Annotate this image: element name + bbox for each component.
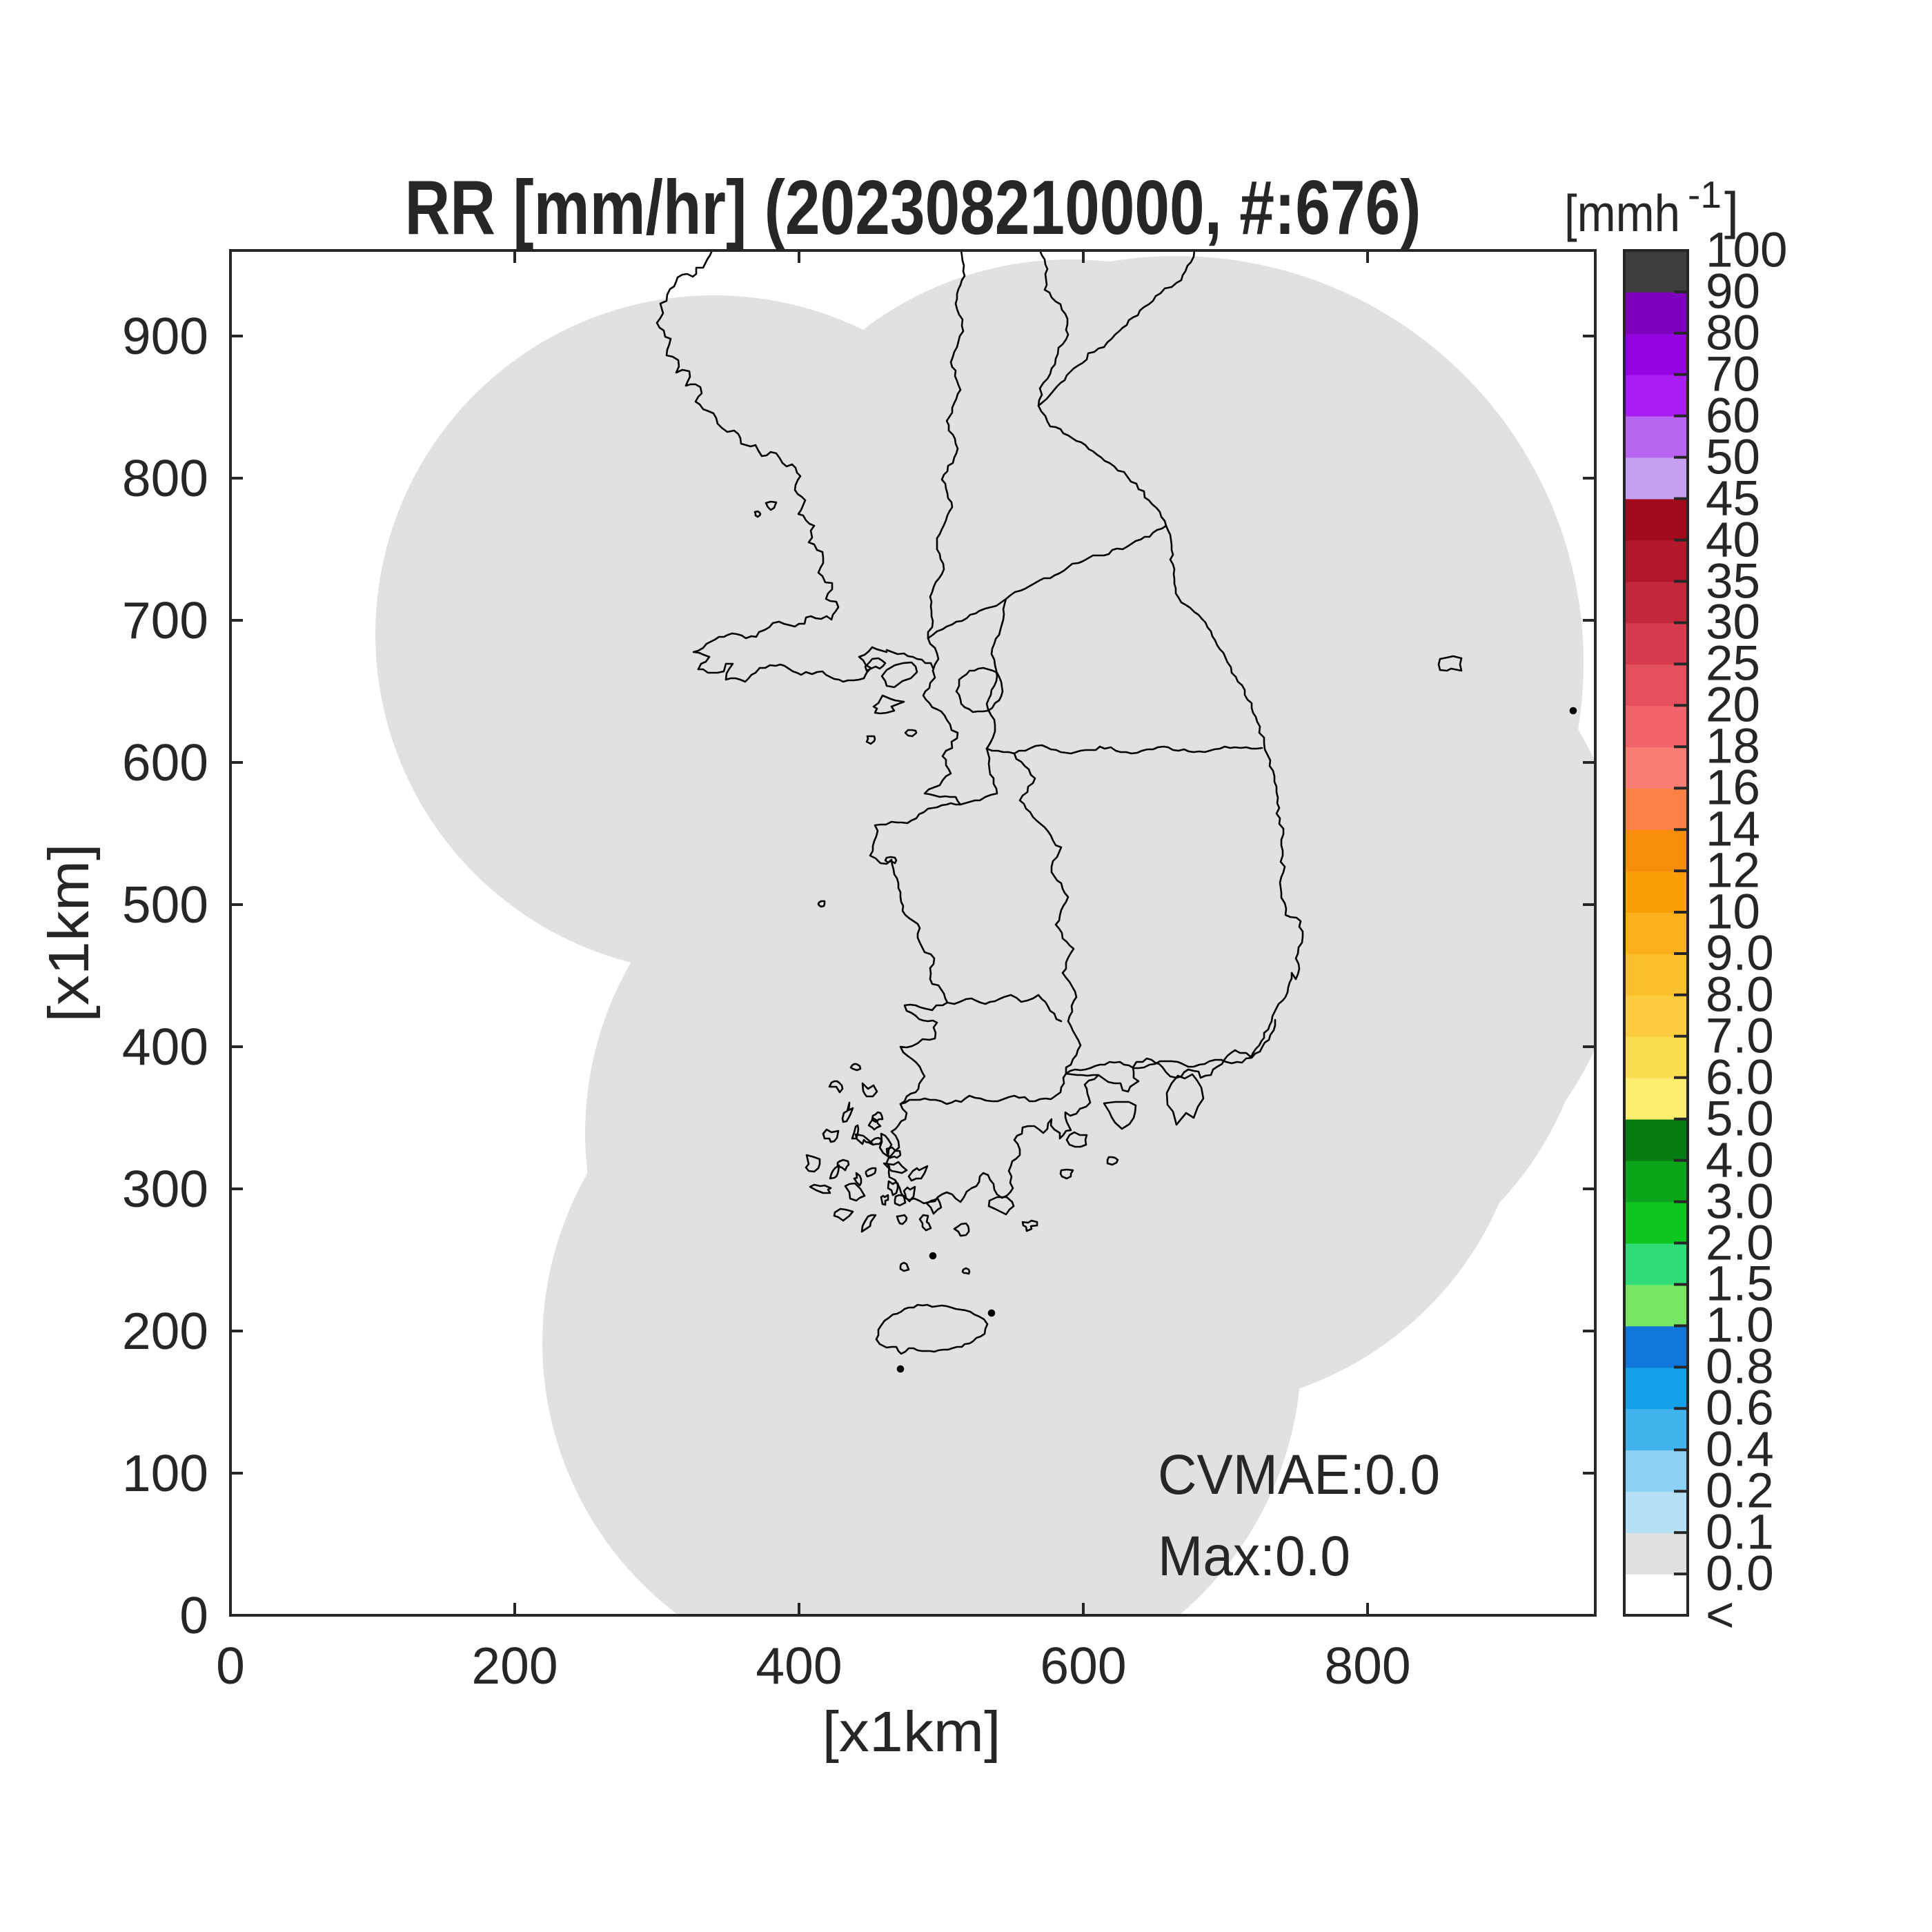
svg-text:0: 0	[216, 1637, 245, 1695]
svg-text:[x1km]: [x1km]	[822, 1699, 1001, 1764]
svg-text:100: 100	[122, 1444, 208, 1502]
svg-text:200: 200	[122, 1302, 208, 1360]
svg-text:2.0: 2.0	[1706, 1216, 1774, 1271]
svg-text:4.0: 4.0	[1706, 1134, 1774, 1188]
svg-text:200: 200	[471, 1637, 558, 1695]
svg-text:0.2: 0.2	[1706, 1464, 1774, 1519]
svg-text:600: 600	[1040, 1637, 1126, 1695]
svg-text:45: 45	[1706, 472, 1760, 526]
svg-text:3.0: 3.0	[1706, 1175, 1774, 1230]
svg-text:0.1: 0.1	[1706, 1506, 1774, 1560]
svg-text:0.6: 0.6	[1706, 1381, 1774, 1436]
svg-text:1.0: 1.0	[1706, 1299, 1774, 1353]
svg-text:-1: -1	[1688, 173, 1722, 216]
svg-text:80: 80	[1706, 306, 1760, 361]
svg-text:600: 600	[122, 733, 208, 791]
svg-text:16: 16	[1706, 761, 1760, 816]
svg-text:90: 90	[1706, 265, 1760, 319]
svg-text:700: 700	[122, 591, 208, 649]
svg-text:400: 400	[756, 1637, 842, 1695]
svg-text:[x1km]: [x1km]	[37, 844, 101, 1023]
svg-text:[mmh: [mmh	[1564, 184, 1680, 242]
svg-text:25: 25	[1706, 637, 1760, 691]
svg-text:18: 18	[1706, 720, 1760, 774]
svg-text:70: 70	[1706, 348, 1760, 402]
svg-text:20: 20	[1706, 678, 1760, 733]
svg-text:14: 14	[1706, 802, 1760, 857]
svg-text:6.0: 6.0	[1706, 1051, 1774, 1105]
svg-text:300: 300	[122, 1160, 208, 1218]
svg-text:]: ]	[1724, 181, 1739, 239]
svg-text:0.0: 0.0	[1706, 1547, 1774, 1601]
svg-text:9.0: 9.0	[1706, 927, 1774, 981]
svg-text:35: 35	[1706, 555, 1760, 609]
svg-text:1.5: 1.5	[1706, 1257, 1774, 1312]
svg-text:CVMAE:0.0: CVMAE:0.0	[1158, 1443, 1440, 1506]
svg-text:0.4: 0.4	[1706, 1423, 1774, 1477]
svg-text:5.0: 5.0	[1706, 1092, 1774, 1147]
svg-text:50: 50	[1706, 431, 1760, 485]
svg-text:0.8: 0.8	[1706, 1340, 1774, 1394]
svg-text:800: 800	[122, 449, 208, 507]
svg-text:10: 10	[1706, 885, 1760, 940]
svg-text:100: 100	[1706, 224, 1787, 278]
svg-text:8.0: 8.0	[1706, 968, 1774, 1023]
svg-text:500: 500	[122, 876, 208, 934]
svg-text:Max:0.0: Max:0.0	[1158, 1525, 1350, 1588]
svg-text:7.0: 7.0	[1706, 1009, 1774, 1064]
svg-text:RR [mm/hr] (202308210000, #:67: RR [mm/hr] (202308210000, #:676)	[405, 165, 1421, 250]
svg-text:12: 12	[1706, 844, 1760, 898]
svg-text:400: 400	[122, 1018, 208, 1076]
svg-text:60: 60	[1706, 389, 1760, 444]
svg-text:800: 800	[1324, 1637, 1410, 1695]
svg-text:40: 40	[1706, 513, 1760, 568]
svg-text:900: 900	[122, 307, 208, 365]
svg-text:<: <	[1706, 1588, 1734, 1643]
svg-text:0: 0	[179, 1586, 208, 1644]
svg-text:30: 30	[1706, 595, 1760, 650]
